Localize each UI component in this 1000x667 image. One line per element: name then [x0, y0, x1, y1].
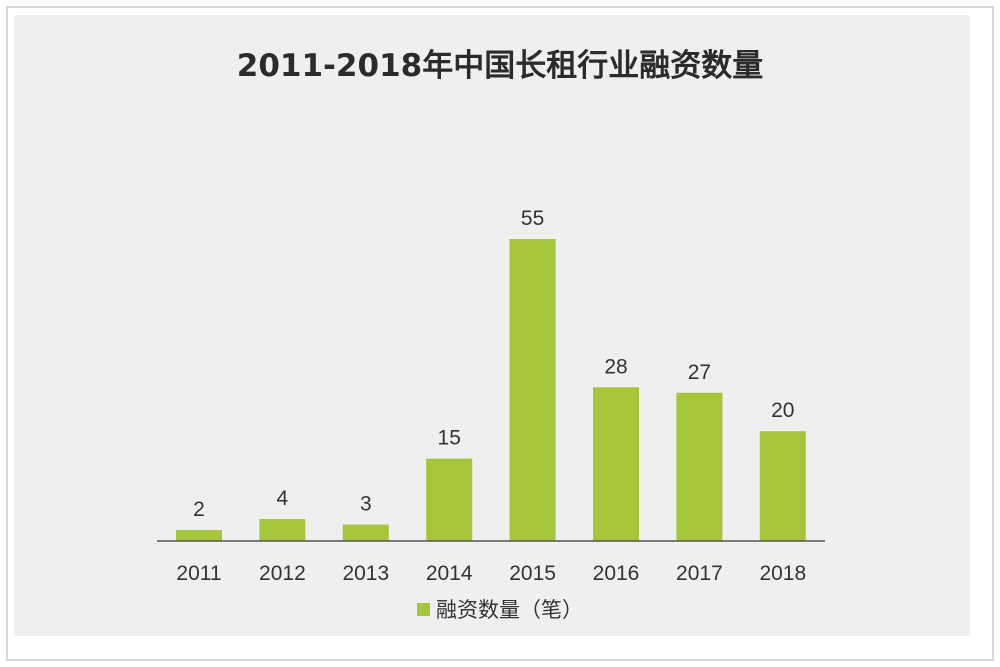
data-label-2015: 55	[521, 207, 544, 230]
x-tick-label-2012: 2012	[259, 562, 306, 585]
bar-2017	[676, 392, 723, 541]
x-tick-label-2016: 2016	[593, 562, 640, 585]
bars-layer	[176, 239, 806, 542]
x-tick-label-2011: 2011	[176, 562, 221, 585]
bar-2015	[509, 239, 556, 542]
chart-panel	[14, 15, 970, 636]
legend: 融资数量（笔）	[0, 594, 1000, 624]
data-label-2014: 15	[438, 427, 461, 450]
legend-swatch	[417, 602, 430, 616]
bar-2013	[342, 524, 389, 541]
bar-2012	[259, 519, 306, 541]
chart-title: 2011-2018年中国长租行业融资数量	[236, 48, 764, 84]
legend-label: 融资数量（笔）	[436, 598, 583, 622]
bar-2018	[759, 431, 806, 541]
data-label-2016: 28	[604, 355, 627, 378]
bar-2016	[593, 387, 639, 541]
data-label-2018: 20	[771, 399, 794, 422]
x-tick-label-2015: 2015	[509, 562, 556, 585]
bar-2014	[426, 458, 473, 541]
x-tick-label-2017: 2017	[676, 562, 723, 585]
x-tick-label-2013: 2013	[342, 562, 389, 585]
x-tick-label-2018: 2018	[759, 562, 806, 585]
data-label-2013: 3	[360, 493, 372, 516]
data-label-2011: 2	[193, 498, 205, 521]
x-tick-label-2014: 2014	[426, 562, 473, 585]
labels-layer: 2 2011 4 2012 3 2013 15 2014 55 2015 28 2016 27 2017 2…	[176, 207, 806, 585]
data-label-2012: 4	[277, 487, 289, 510]
data-label-2017: 27	[688, 361, 711, 384]
bar-2011	[176, 530, 222, 541]
